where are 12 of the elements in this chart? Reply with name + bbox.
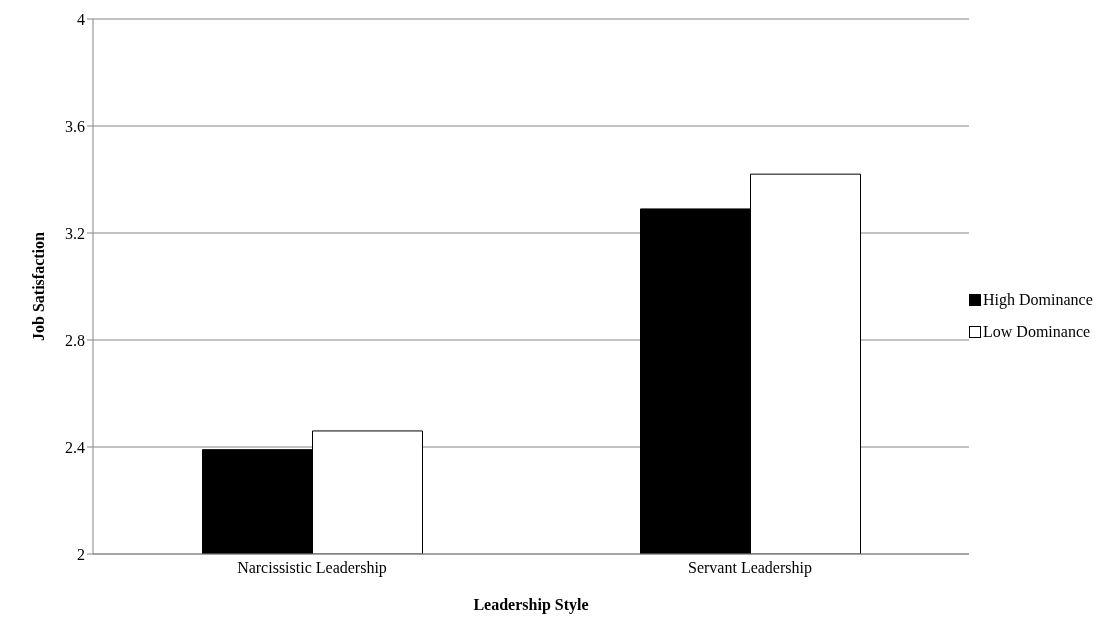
x-tick-label: Servant Leadership	[688, 559, 812, 578]
x-tick-label: Narcissistic Leadership	[237, 559, 387, 578]
legend-label: High Dominance	[983, 291, 1093, 309]
y-tick-label: 2.4	[65, 438, 85, 456]
y-tick-label: 2.8	[65, 331, 85, 349]
y-tick-label: 3.6	[65, 117, 85, 135]
y-tick-label: 2	[77, 545, 85, 563]
legend-label: Low Dominance	[983, 323, 1091, 341]
y-tick-label: 4	[77, 10, 85, 28]
x-axis-title: Leadership Style	[473, 596, 589, 614]
y-axis-title: Job Satisfaction	[29, 231, 47, 341]
y-tick-label: 3.2	[65, 224, 85, 242]
